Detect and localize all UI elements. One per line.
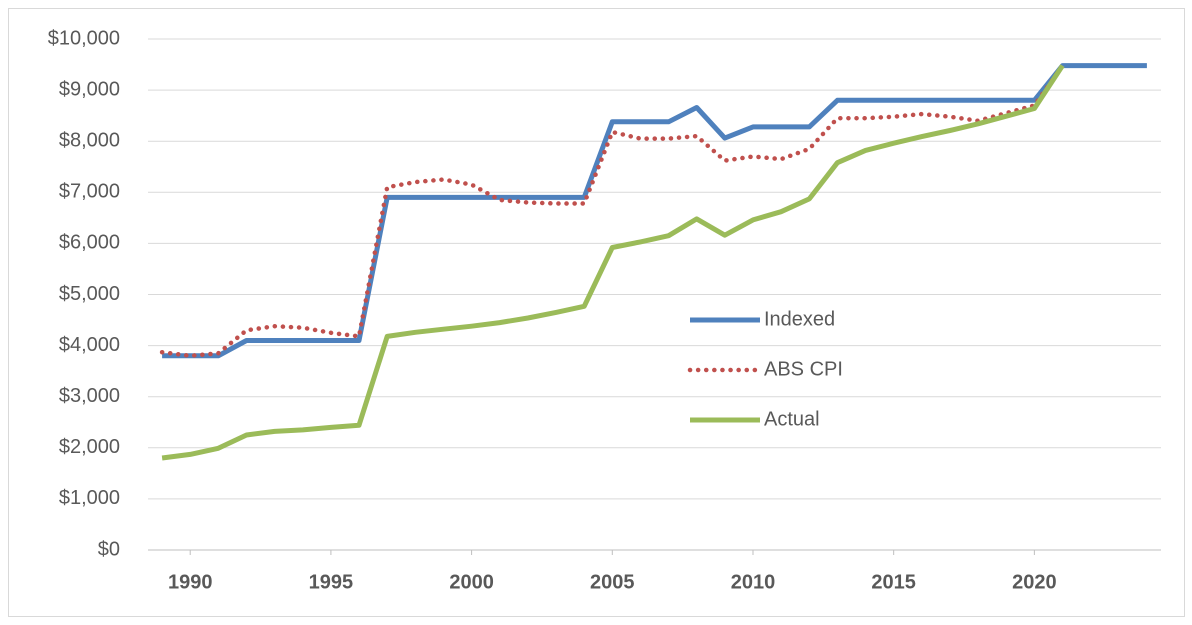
y-tick-label: $4,000 [59, 334, 120, 356]
y-tick-label: $5,000 [59, 283, 120, 305]
y-tick-label: $2,000 [59, 436, 120, 458]
legend-label: Actual [764, 408, 820, 430]
y-tick-label: $9,000 [59, 78, 120, 100]
series-line [159, 63, 1065, 359]
series-line [162, 63, 1147, 359]
x-tick-label: 2000 [449, 571, 494, 593]
chart-frame [8, 8, 1185, 617]
x-tick-label: 2005 [590, 571, 635, 593]
y-tick-label: $7,000 [59, 181, 120, 203]
x-tick-label: 2010 [731, 571, 776, 593]
x-tick-label: 2015 [871, 571, 916, 593]
x-tick-label: 1990 [168, 571, 213, 593]
legend-label: Indexed [764, 308, 835, 330]
x-tick-label: 2020 [1012, 571, 1057, 593]
legend-label: ABS CPI [764, 358, 843, 380]
y-tick-label: $8,000 [59, 129, 120, 151]
y-tick-label: $6,000 [59, 232, 120, 254]
y-tick-label: $1,000 [59, 487, 120, 509]
y-tick-label: $10,000 [48, 27, 120, 49]
series-line [161, 64, 1065, 461]
y-tick-label: $0 [98, 538, 120, 560]
x-tick-label: 1995 [309, 571, 354, 593]
y-tick-label: $3,000 [59, 385, 120, 407]
